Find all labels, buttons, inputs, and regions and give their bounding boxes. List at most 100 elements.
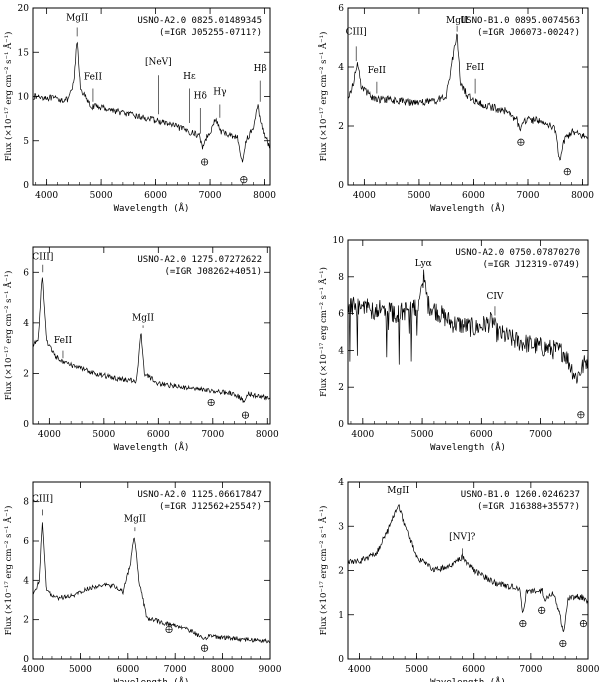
- spectrum-line: [32, 41, 271, 163]
- y-tick-label: 8: [23, 498, 29, 508]
- y-axis-label: Flux (×10⁻¹⁷ erg cm⁻² s⁻¹ Å⁻¹): [2, 32, 14, 162]
- y-tick-label: 4: [338, 346, 344, 356]
- emission-line-label: FeII: [84, 73, 103, 83]
- y-tick-label: 6: [338, 310, 344, 320]
- x-axis-label: Wavelength (Å): [114, 676, 190, 682]
- y-axis-label: Flux (×10⁻¹⁷ erg cm⁻² s⁻¹ Å⁻¹): [317, 506, 329, 636]
- emission-line-label: Lyα: [415, 259, 432, 269]
- panel-2: 4000 5000 6000 7000 8000 0 2 4 6 Wavelength (Å) Fl…: [317, 4, 594, 214]
- x-tick-label: 6000: [147, 430, 170, 440]
- spectrum-line: [347, 269, 589, 384]
- y-tick-label: 0: [23, 181, 29, 191]
- y-tick-label: 10: [333, 236, 345, 246]
- x-tick-label: 4000: [22, 665, 45, 675]
- emission-line-label: FeII: [466, 63, 485, 73]
- panel-title-line: USNO-A2.0 0750.07870270: [455, 248, 580, 258]
- emission-line-label: Hγ: [213, 88, 226, 98]
- telluric-symbol: [165, 625, 173, 634]
- x-tick-label: 8000: [571, 191, 594, 201]
- panel-title-line: (=IGR J12319-0749): [482, 260, 580, 270]
- emission-line-label: MgII: [66, 13, 89, 23]
- spectrum-line: [32, 277, 271, 403]
- telluric-symbol: [579, 620, 587, 628]
- y-tick-label: 4: [338, 63, 344, 73]
- x-tick-label: 6000: [470, 430, 493, 440]
- y-axis-label: Flux (×10⁻¹⁷ erg cm⁻² s⁻¹ Å⁻¹): [2, 271, 14, 401]
- x-tick-label: 7000: [529, 430, 552, 440]
- panel-title-line: USNO-A2.0 1275.07272622: [137, 255, 262, 265]
- y-tick-label: 4: [23, 576, 29, 586]
- y-tick-label: 6: [338, 4, 344, 14]
- x-axis-label: Wavelength (Å): [430, 676, 506, 682]
- y-tick-label: 2: [338, 383, 344, 393]
- telluric-symbol: [207, 398, 215, 407]
- emission-line-label: Hδ: [194, 91, 207, 101]
- y-tick-label: 0: [338, 420, 344, 430]
- emission-line-label: CIII]: [32, 495, 53, 505]
- panel-title-line: USNO-B1.0 1260.0246237: [461, 490, 580, 500]
- emission-line-label: [NV]?: [449, 533, 475, 543]
- x-tick-label: 8000: [577, 665, 600, 675]
- spectrum-line: [32, 522, 271, 644]
- emission-line-label: CIII]: [32, 253, 53, 263]
- emission-line-label: MgII: [124, 514, 147, 524]
- emission-line-label: Hβ: [254, 64, 267, 74]
- panel-5: 4000 5000 6000 7000 8000 9000 0 2 4 6 8 Wavelength …: [2, 481, 282, 682]
- spectrum-line: [347, 33, 589, 161]
- x-tick-label: 4000: [35, 191, 58, 201]
- x-axis-label: Wavelength (Å): [114, 441, 190, 453]
- x-tick-label: 7000: [201, 430, 224, 440]
- x-tick-label: 4000: [348, 665, 371, 675]
- x-tick-label: 7000: [517, 191, 540, 201]
- panel-title-line: (=IGR J16388+3557?): [477, 502, 580, 512]
- emission-line-label: FeII: [54, 336, 73, 346]
- telluric-symbol: [517, 138, 525, 146]
- x-tick-label: 8000: [253, 191, 276, 201]
- x-tick-label: 5000: [69, 665, 92, 675]
- panel-6: 4000 5000 6000 7000 8000 0 1 2 3 4 Wavelength (Å) F…: [317, 478, 600, 682]
- panel-title-line: USNO-A2.0 1125.06617847: [137, 490, 262, 500]
- telluric-symbol: [577, 411, 585, 419]
- emission-line-label: CIII]: [346, 28, 367, 38]
- x-tick-label: 6000: [116, 665, 139, 675]
- x-tick-label: 7000: [164, 665, 187, 675]
- y-tick-label: 1: [338, 611, 344, 621]
- y-tick-label: 5: [23, 137, 29, 147]
- emission-line-label: CIV: [486, 292, 503, 302]
- x-axis-label: Wavelength (Å): [430, 202, 506, 214]
- y-tick-label: 6: [23, 537, 29, 547]
- plot-frame: [32, 246, 271, 425]
- x-tick-label: 6000: [462, 665, 485, 675]
- panel-title-line: (=IGR J08262+4051): [164, 267, 262, 277]
- y-tick-label: 15: [18, 48, 30, 58]
- y-tick-label: 0: [23, 655, 29, 665]
- y-tick-label: 0: [338, 655, 344, 665]
- emission-line-label: FeII: [368, 66, 387, 76]
- x-tick-label: 5000: [405, 665, 428, 675]
- x-tick-label: 6000: [462, 191, 485, 201]
- emission-line-label: MgII: [132, 313, 155, 323]
- telluric-symbol: [519, 620, 527, 628]
- emission-line-label: MgII: [446, 16, 469, 26]
- telluric-symbol: [563, 168, 571, 176]
- y-axis-label: Flux (×10⁻¹⁷ erg cm⁻² s⁻¹ Å⁻¹): [317, 267, 329, 397]
- panel-title-line: USNO-A2.0 0825.01489345: [137, 16, 262, 26]
- x-tick-label: 5000: [407, 191, 430, 201]
- x-tick-label: 6000: [144, 191, 167, 201]
- x-tick-label: 4000: [38, 430, 61, 440]
- emission-line-label: Hε: [183, 72, 196, 82]
- panel-3: 4000 5000 6000 7000 8000 0 2 4 6 Wavelength (Å) Fl…: [2, 246, 279, 453]
- y-tick-label: 0: [338, 181, 344, 191]
- y-tick-label: 3: [338, 522, 344, 532]
- spectrum-line: [347, 504, 589, 633]
- telluric-symbol: [240, 176, 248, 184]
- panel-4: 4000 5000 6000 7000 0 2 4 6 8 10 Wavelength (Å) Flu…: [317, 236, 589, 453]
- x-tick-label: 4000: [351, 430, 374, 440]
- y-tick-label: 2: [338, 122, 344, 132]
- plot-frame: [32, 481, 271, 660]
- x-tick-label: 8000: [211, 665, 234, 675]
- x-axis-label: Wavelength (Å): [114, 202, 190, 214]
- telluric-symbol: [538, 606, 546, 614]
